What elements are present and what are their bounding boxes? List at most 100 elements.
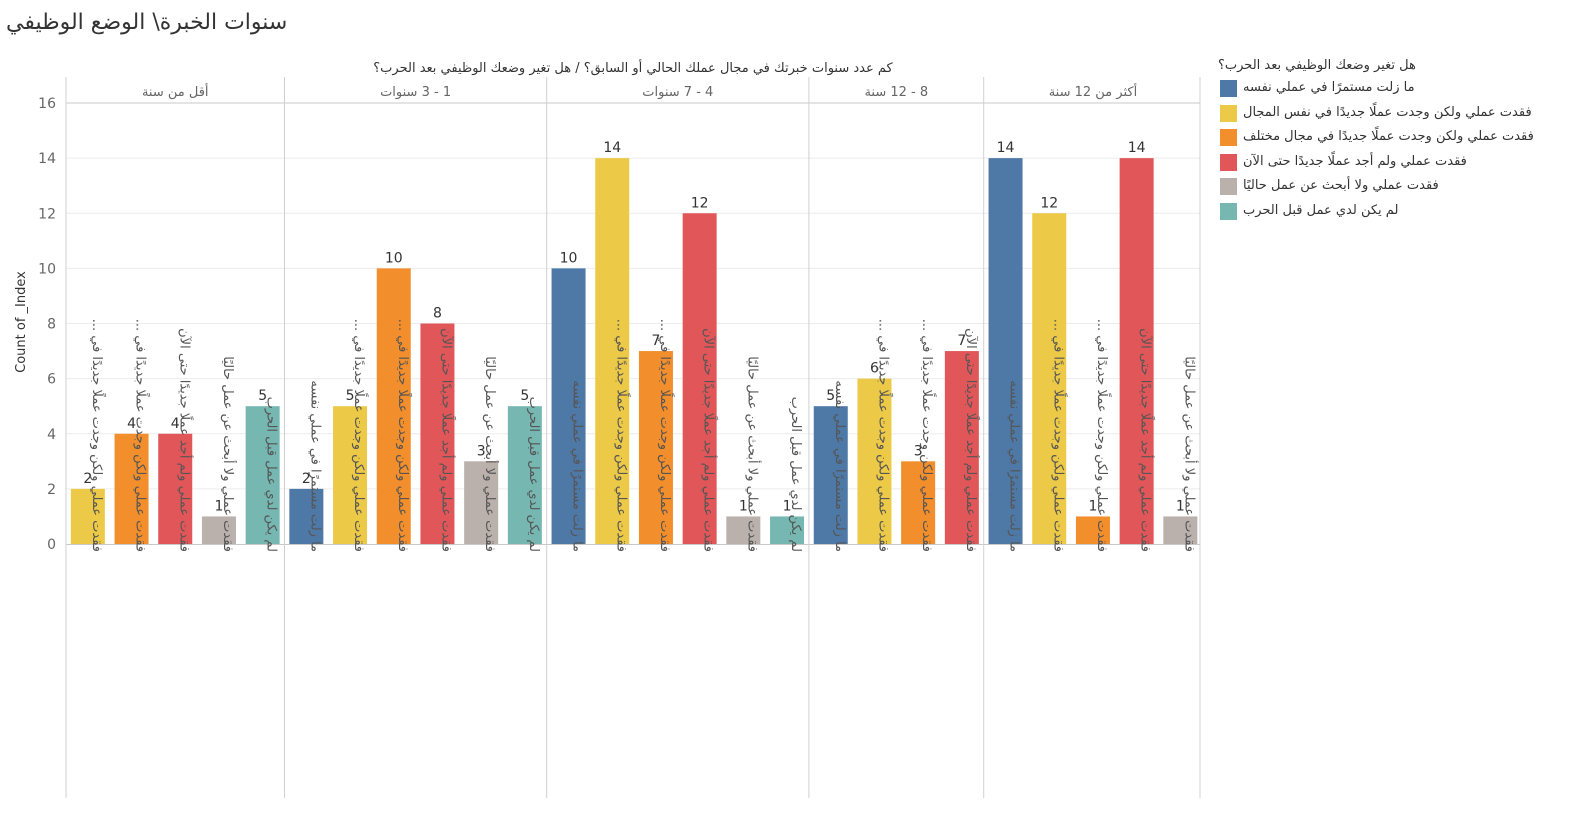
x-axis-label: فقدت عملي ولكن وجدت عملًا جديدًا في ... bbox=[919, 319, 937, 552]
bar bbox=[813, 406, 848, 544]
panel-frame bbox=[65, 77, 1201, 798]
bar-value-label: 10 bbox=[560, 250, 578, 266]
x-axis-label: فقدت عملي ولا أبحث عن عمل حاليًا bbox=[220, 356, 237, 552]
x-axis-label: لم يكن لدي عمل قبل الحرب bbox=[526, 397, 541, 552]
x-axis-label: فقدت عملي ولا أبحث عن عمل حاليًا bbox=[744, 356, 761, 552]
group-headers: أقل من سنة 1 - 3 سنوات 4 - 7 سنوات 8 - 12 س… bbox=[142, 83, 1137, 100]
y-tick-label: 14 bbox=[38, 151, 56, 167]
bar-value-label: 5 bbox=[520, 388, 529, 404]
bar-value-label: 1 bbox=[1088, 498, 1097, 514]
bar bbox=[420, 323, 455, 544]
bar bbox=[201, 516, 236, 544]
legend-label: فقدت عملي ولكن وجدت عملًا جديدًا في مجال… bbox=[1243, 129, 1534, 144]
bar bbox=[70, 488, 105, 544]
bar-value-label: 12 bbox=[691, 195, 709, 211]
bar bbox=[289, 488, 324, 544]
bar bbox=[333, 406, 368, 544]
x-axis-label: فقدت عملي ولكن وجدت عملًا جديدًا في ... bbox=[875, 319, 893, 552]
legend-item[interactable]: لم يكن لدي عمل قبل الحرب bbox=[1218, 201, 1590, 226]
x-axis-label: فقدت عملي ولا أبحث عن عمل حاليًا bbox=[1181, 356, 1198, 552]
y-axis-title: Count of _Index bbox=[14, 271, 29, 373]
x-axis-label: فقدت عملي ولم أجد عملًا جديدًا حتى الآن bbox=[701, 328, 719, 552]
legend-label: فقدت عملي ولكن وجدت عملًا جديدًا في نفس … bbox=[1243, 104, 1532, 120]
x-axis-label: فقدت عملي ولكن وجدت عملًا جديدًا في ... bbox=[133, 319, 151, 552]
bar-value-label: 7 bbox=[651, 333, 660, 349]
legend-label: فقدت عملي ولا أبحث عن عمل حاليًا bbox=[1243, 178, 1439, 193]
y-tick-label: 16 bbox=[38, 96, 56, 112]
bar bbox=[944, 351, 979, 544]
x-axis-label: فقدت عملي ولم أجد عملًا جديدًا حتى الآن bbox=[438, 328, 456, 552]
legend-label: ما زلت مستمرًا في عملي نفسه bbox=[1243, 80, 1415, 95]
legend-title: هل تغير وضعك الوظيفي بعد الحرب؟ bbox=[1218, 58, 1416, 73]
bar bbox=[1032, 213, 1067, 544]
y-tick-label: 12 bbox=[38, 206, 56, 222]
group-header: 4 - 7 سنوات bbox=[642, 85, 713, 100]
group-header: أقل من سنة bbox=[142, 83, 209, 100]
bar bbox=[682, 213, 717, 544]
group-header: 1 - 3 سنوات bbox=[380, 85, 451, 100]
page-title: سنوات الخبرة\ الوضع الوظيفي bbox=[6, 10, 288, 35]
legend-swatch bbox=[1220, 178, 1237, 195]
legend: هل تغير وضعك الوظيفي بعد الحرب؟ ما زلت م… bbox=[1218, 58, 1590, 225]
bar bbox=[901, 461, 936, 544]
bar-value-label: 4 bbox=[127, 416, 136, 432]
group-header: أكثر من 12 سنة bbox=[1049, 83, 1138, 100]
y-tick-label: 10 bbox=[38, 261, 56, 277]
y-tick-label: 2 bbox=[47, 482, 56, 498]
legend-swatch bbox=[1220, 202, 1237, 220]
x-axis-label: فقدت عملي ولكن وجدت عملًا جديدًا في ... bbox=[1050, 319, 1068, 552]
bar-value-label: 6 bbox=[870, 361, 879, 377]
bar bbox=[1119, 158, 1154, 544]
x-axis-label: فقدت عملي ولكن وجدت عملًا جديدًا في ... bbox=[395, 319, 413, 552]
bar-value-label: 14 bbox=[603, 140, 621, 156]
bar-value-label: 1 bbox=[783, 498, 792, 514]
x-axis-label: ما زلت مستمرًا في عملي نفسه bbox=[307, 380, 322, 552]
legend-label: لم يكن لدي عمل قبل الحرب bbox=[1243, 202, 1399, 218]
bar bbox=[1163, 516, 1198, 544]
x-axis-label: فقدت عملي ولكن وجدت عملًا جديدًا في ... bbox=[89, 319, 107, 552]
bar-value-label: 14 bbox=[1128, 140, 1146, 156]
bar-value-label: 12 bbox=[1040, 195, 1058, 211]
x-axis-label: لم يكن لدي عمل قبل الحرب bbox=[788, 397, 803, 552]
legend-swatch bbox=[1220, 153, 1237, 171]
bar bbox=[1075, 516, 1110, 544]
x-axis-label: ما زلت مستمرًا في عملي نفسه bbox=[570, 380, 585, 552]
y-tick-label: 6 bbox=[47, 372, 56, 388]
legend-item[interactable]: فقدت عملي ولكن وجدت عملًا جديدًا في نفس … bbox=[1218, 103, 1590, 128]
x-axis-label: فقدت عملي ولكن وجدت عملًا جديدًا في ... bbox=[1094, 319, 1112, 552]
group-header: 8 - 12 سنة bbox=[864, 85, 928, 100]
bar bbox=[507, 406, 542, 544]
bar-value-label: 4 bbox=[171, 416, 180, 432]
chart-header: كم عدد سنوات خبرتك في مجال عملك الحالي أ… bbox=[373, 59, 893, 76]
x-axis-label: فقدت عملي ولكن وجدت عملًا جديدًا في ... bbox=[613, 319, 631, 552]
bar-value-label: 7 bbox=[957, 333, 966, 349]
bar-value-label: 5 bbox=[346, 388, 355, 404]
bar-value-label: 3 bbox=[914, 443, 923, 459]
legend-swatch bbox=[1220, 80, 1237, 97]
x-axis-label: لم يكن لدي عمل قبل الحرب bbox=[264, 397, 279, 552]
x-axis-label: فقدت عملي ولم أجد عملًا جديدًا حتى الآن bbox=[963, 328, 981, 552]
x-axis-label: فقدت عملي ولكن وجدت عملًا جديدًا في ... bbox=[657, 319, 675, 552]
bar bbox=[114, 433, 149, 544]
legend-swatch bbox=[1220, 104, 1237, 122]
bar bbox=[595, 158, 630, 544]
bar-value-label: 3 bbox=[477, 443, 486, 459]
bar-value-label: 1 bbox=[214, 498, 223, 514]
legend-item[interactable]: فقدت عملي ولا أبحث عن عمل حاليًا bbox=[1218, 176, 1590, 201]
bar bbox=[638, 351, 673, 544]
bar-value-label: 2 bbox=[83, 471, 92, 487]
legend-item[interactable]: ما زلت مستمرًا في عملي نفسه bbox=[1218, 78, 1590, 103]
legend-item[interactable]: فقدت عملي ولم أجد عملًا جديدًا حتى الآن bbox=[1218, 152, 1590, 177]
bar bbox=[245, 406, 280, 544]
x-axis-label: فقدت عملي ولم أجد عملًا جديدًا حتى الآن bbox=[176, 328, 194, 552]
bar bbox=[551, 268, 586, 544]
y-tick-label: 0 bbox=[47, 537, 56, 553]
x-axis-label: ما زلت مستمرًا في عملي نفسه bbox=[832, 380, 847, 552]
bar bbox=[770, 516, 805, 544]
y-axis-ticks: 0 2 4 6 8 10 12 14 16 bbox=[38, 96, 56, 553]
y-tick-label: 4 bbox=[47, 427, 56, 443]
bar bbox=[726, 516, 761, 544]
legend-item[interactable]: فقدت عملي ولكن وجدت عملًا جديدًا في مجال… bbox=[1218, 127, 1590, 152]
bar-value-label: 1 bbox=[739, 498, 748, 514]
bar bbox=[857, 378, 892, 544]
